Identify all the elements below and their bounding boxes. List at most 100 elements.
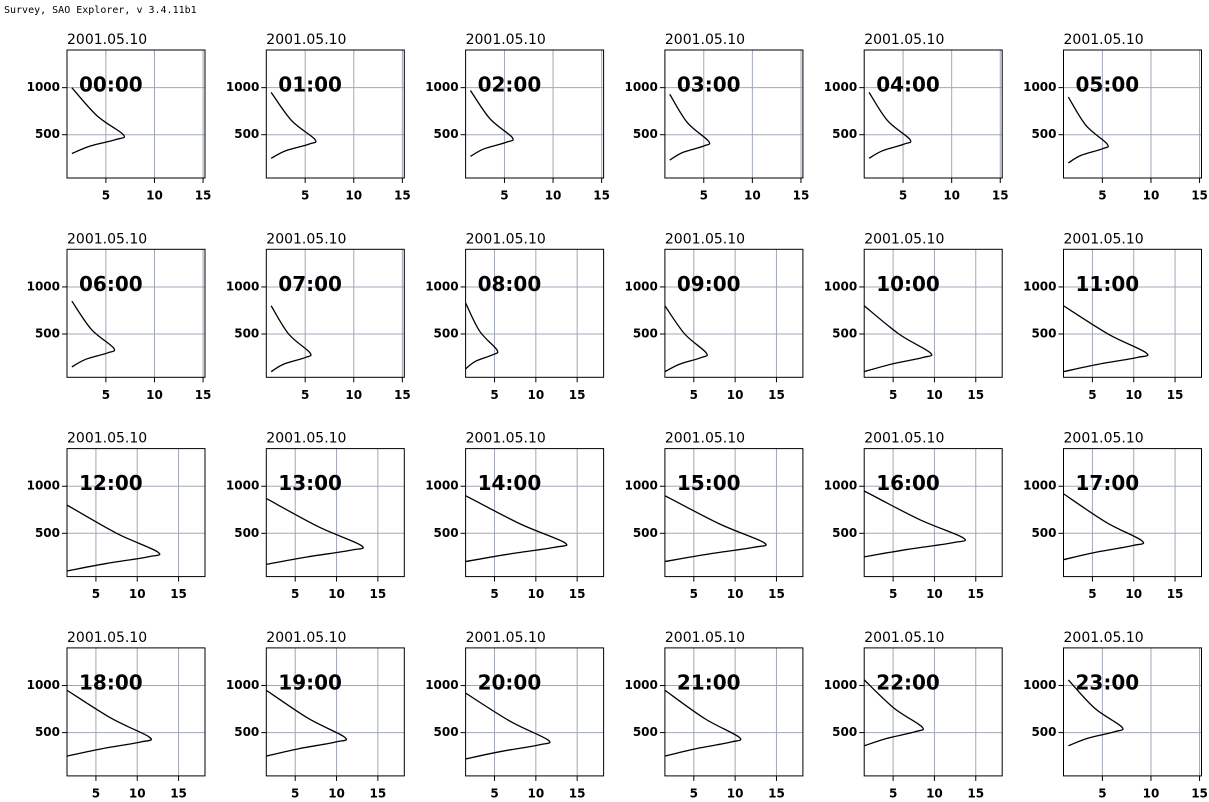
plot-frame (265, 647, 405, 777)
x-tick-label: 5 (700, 189, 708, 203)
panel-title: 2001.05.10 (266, 32, 346, 48)
profile-line (67, 689, 153, 757)
x-tick-label: 10 (328, 587, 345, 601)
y-tick-label: 1000 (226, 479, 259, 493)
x-tick-label: 10 (345, 189, 362, 203)
x-tick-label: 10 (328, 786, 345, 800)
x-tick-label: 15 (768, 587, 785, 601)
y-tick-label: 500 (832, 725, 857, 739)
profile-line (465, 302, 499, 370)
x-tick-label: 5 (899, 189, 907, 203)
x-tick-label: 5 (690, 786, 698, 800)
plot-frame (664, 248, 804, 378)
panel-title: 2001.05.10 (665, 231, 745, 247)
profile-line (1067, 96, 1109, 164)
x-tick-label: 10 (727, 786, 744, 800)
x-tick-label: 5 (291, 587, 299, 601)
profile-line (465, 692, 551, 760)
x-tick-label: 5 (690, 388, 698, 402)
y-tick-label: 1000 (1023, 678, 1056, 692)
y-tick-label: 500 (1031, 526, 1056, 540)
hour-label: 04:00 (876, 73, 940, 97)
y-tick-label: 500 (832, 127, 857, 141)
x-tick-label: 10 (146, 189, 163, 203)
plot-frame (66, 647, 206, 777)
panel-title: 2001.05.10 (67, 630, 147, 646)
x-tick-label: 5 (889, 388, 897, 402)
y-tick-label: 1000 (624, 80, 657, 94)
x-tick-label: 5 (92, 587, 100, 601)
plot-frame (465, 448, 605, 578)
panel-title: 2001.05.10 (665, 32, 745, 48)
panel-title: 2001.05.10 (266, 231, 346, 247)
hour-label: 10:00 (876, 272, 940, 296)
y-tick-label: 500 (633, 526, 658, 540)
x-tick-label: 5 (102, 388, 110, 402)
plot-frame (265, 448, 405, 578)
plot-frame (465, 248, 605, 378)
x-tick-label: 10 (146, 388, 163, 402)
profile-line (664, 495, 767, 563)
plot-frame (664, 448, 804, 578)
y-tick-label: 1000 (27, 279, 60, 293)
x-tick-label: 10 (345, 388, 362, 402)
x-tick-label: 5 (92, 786, 100, 800)
y-tick-label: 1000 (624, 279, 657, 293)
x-tick-label: 15 (967, 388, 984, 402)
y-tick-label: 1000 (824, 80, 857, 94)
x-tick-label: 15 (967, 786, 984, 800)
plot-frame (66, 248, 206, 378)
x-tick-label: 15 (768, 388, 785, 402)
y-tick-label: 1000 (824, 479, 857, 493)
x-tick-label: 15 (370, 587, 387, 601)
page-header: Survey, SAO Explorer, v 3.4.11b1 (4, 5, 197, 16)
plot-frame (265, 248, 405, 378)
hour-label: 11:00 (1076, 272, 1140, 296)
x-tick-label: 10 (727, 587, 744, 601)
x-tick-label: 15 (370, 786, 387, 800)
x-tick-label: 5 (1098, 786, 1106, 800)
y-tick-label: 500 (832, 327, 857, 341)
profile-line (270, 91, 317, 159)
x-tick-label: 15 (170, 786, 187, 800)
panel-title: 2001.05.10 (67, 32, 147, 48)
profile-line (465, 495, 568, 563)
panel-title: 2001.05.10 (864, 231, 944, 247)
x-tick-label: 10 (129, 786, 146, 800)
y-tick-label: 1000 (425, 279, 458, 293)
y-tick-label: 500 (1031, 127, 1056, 141)
y-tick-label: 500 (434, 327, 459, 341)
y-tick-label: 500 (1031, 725, 1056, 739)
y-tick-label: 1000 (27, 678, 60, 692)
panel-title: 2001.05.10 (67, 431, 147, 447)
hour-label: 06:00 (79, 272, 143, 296)
profile-line (270, 305, 312, 373)
y-tick-label: 500 (35, 526, 60, 540)
x-tick-label: 5 (690, 587, 698, 601)
plot-frame (664, 49, 804, 179)
hour-label: 01:00 (278, 73, 342, 97)
x-tick-label: 15 (992, 189, 1009, 203)
profile-line (669, 93, 711, 161)
y-tick-label: 1000 (425, 678, 458, 692)
hour-label: 15:00 (677, 471, 741, 495)
plot-frame (66, 49, 206, 179)
x-tick-label: 15 (569, 388, 586, 402)
plot-frame (66, 448, 206, 578)
plot-frame (863, 448, 1003, 578)
panel-title: 2001.05.10 (266, 431, 346, 447)
profile-line (266, 497, 364, 566)
x-tick-label: 10 (744, 189, 761, 203)
y-tick-label: 1000 (226, 80, 259, 94)
x-tick-label: 15 (195, 388, 212, 402)
y-tick-label: 500 (35, 127, 60, 141)
hour-label: 22:00 (876, 670, 940, 694)
x-tick-label: 10 (1143, 189, 1160, 203)
y-tick-label: 500 (633, 725, 658, 739)
plot-frame (1063, 647, 1202, 777)
x-tick-label: 5 (490, 388, 498, 402)
x-tick-label: 15 (793, 189, 810, 203)
plot-frame (863, 49, 1003, 179)
plot-frame (1063, 248, 1202, 378)
y-tick-label: 1000 (624, 479, 657, 493)
